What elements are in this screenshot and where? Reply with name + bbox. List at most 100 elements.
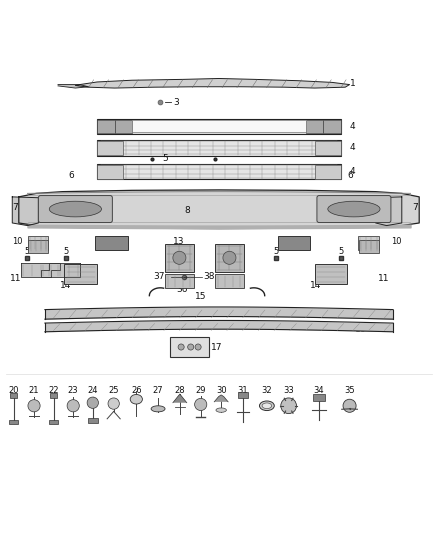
Text: 36: 36: [177, 285, 188, 294]
Text: 14: 14: [60, 281, 71, 290]
Text: 5: 5: [338, 247, 343, 256]
FancyBboxPatch shape: [165, 244, 194, 272]
Text: 27: 27: [153, 386, 163, 395]
FancyBboxPatch shape: [97, 140, 341, 156]
Text: 6: 6: [347, 171, 353, 180]
Circle shape: [108, 398, 119, 409]
FancyBboxPatch shape: [49, 420, 58, 424]
Text: 28: 28: [174, 386, 185, 395]
Ellipse shape: [216, 408, 226, 413]
Ellipse shape: [328, 201, 380, 217]
Text: 14: 14: [311, 281, 322, 290]
FancyBboxPatch shape: [238, 392, 248, 398]
FancyBboxPatch shape: [97, 164, 341, 180]
FancyBboxPatch shape: [9, 420, 18, 424]
FancyBboxPatch shape: [170, 337, 209, 357]
FancyBboxPatch shape: [132, 120, 306, 133]
Text: 5: 5: [24, 247, 29, 256]
FancyBboxPatch shape: [39, 196, 113, 223]
FancyBboxPatch shape: [165, 274, 194, 288]
FancyBboxPatch shape: [314, 394, 325, 401]
Text: 8: 8: [184, 206, 190, 215]
Polygon shape: [376, 197, 402, 225]
Text: 10: 10: [391, 237, 401, 246]
Text: 4: 4: [350, 167, 355, 176]
Ellipse shape: [130, 394, 142, 404]
FancyBboxPatch shape: [358, 236, 379, 250]
FancyBboxPatch shape: [88, 418, 98, 423]
Ellipse shape: [49, 201, 102, 217]
Text: 35: 35: [344, 386, 355, 395]
Polygon shape: [12, 197, 39, 225]
FancyBboxPatch shape: [278, 236, 311, 250]
FancyBboxPatch shape: [359, 239, 379, 253]
Text: 5: 5: [273, 247, 278, 256]
Text: 16: 16: [355, 325, 366, 334]
Text: 11: 11: [378, 274, 389, 283]
Text: 4: 4: [350, 143, 355, 152]
Text: 5: 5: [162, 154, 168, 163]
Text: 3: 3: [173, 98, 179, 107]
Polygon shape: [214, 395, 228, 402]
Circle shape: [194, 398, 207, 410]
FancyBboxPatch shape: [315, 264, 347, 284]
Text: 37: 37: [154, 272, 165, 281]
Text: 20: 20: [8, 386, 19, 395]
Text: 9: 9: [282, 237, 288, 246]
Circle shape: [173, 251, 186, 264]
Text: 9: 9: [99, 237, 105, 246]
Polygon shape: [58, 85, 88, 88]
Text: 26: 26: [131, 386, 141, 395]
Circle shape: [67, 400, 79, 412]
Text: 17: 17: [211, 343, 223, 352]
Text: 5: 5: [63, 247, 68, 256]
Circle shape: [87, 397, 99, 408]
Polygon shape: [75, 78, 350, 88]
Text: 7: 7: [12, 203, 18, 212]
Text: 29: 29: [195, 386, 206, 395]
Text: 6: 6: [69, 171, 74, 180]
FancyBboxPatch shape: [95, 236, 127, 250]
FancyBboxPatch shape: [97, 165, 123, 179]
FancyBboxPatch shape: [317, 196, 391, 223]
FancyBboxPatch shape: [315, 165, 341, 179]
Text: 4: 4: [350, 122, 355, 131]
Polygon shape: [41, 263, 80, 277]
Circle shape: [187, 344, 194, 350]
Text: 22: 22: [48, 386, 59, 395]
FancyBboxPatch shape: [215, 274, 244, 288]
FancyBboxPatch shape: [64, 264, 97, 284]
FancyBboxPatch shape: [28, 236, 48, 250]
Circle shape: [178, 344, 184, 350]
Text: 25: 25: [109, 386, 119, 395]
Text: 10: 10: [12, 237, 22, 246]
FancyBboxPatch shape: [97, 118, 341, 134]
FancyBboxPatch shape: [315, 141, 341, 155]
FancyBboxPatch shape: [323, 120, 341, 133]
Circle shape: [281, 398, 297, 414]
Text: 31: 31: [238, 386, 248, 395]
Text: 34: 34: [314, 386, 325, 395]
FancyBboxPatch shape: [115, 120, 132, 133]
Text: 15: 15: [195, 293, 207, 302]
Text: 24: 24: [88, 386, 98, 395]
FancyBboxPatch shape: [50, 393, 57, 398]
FancyBboxPatch shape: [97, 120, 115, 133]
Polygon shape: [21, 263, 60, 277]
Text: 30: 30: [216, 386, 226, 395]
Text: 38: 38: [204, 272, 215, 281]
Circle shape: [195, 344, 201, 350]
Text: 23: 23: [68, 386, 78, 395]
Polygon shape: [19, 190, 419, 229]
Ellipse shape: [259, 401, 274, 410]
Circle shape: [223, 251, 236, 264]
Ellipse shape: [262, 403, 272, 409]
Ellipse shape: [151, 406, 165, 412]
FancyBboxPatch shape: [97, 141, 123, 155]
FancyBboxPatch shape: [28, 239, 48, 253]
Polygon shape: [173, 394, 187, 403]
Text: 1: 1: [350, 79, 355, 88]
Text: 7: 7: [413, 203, 418, 212]
Text: 33: 33: [283, 386, 294, 395]
Text: 11: 11: [10, 274, 21, 283]
